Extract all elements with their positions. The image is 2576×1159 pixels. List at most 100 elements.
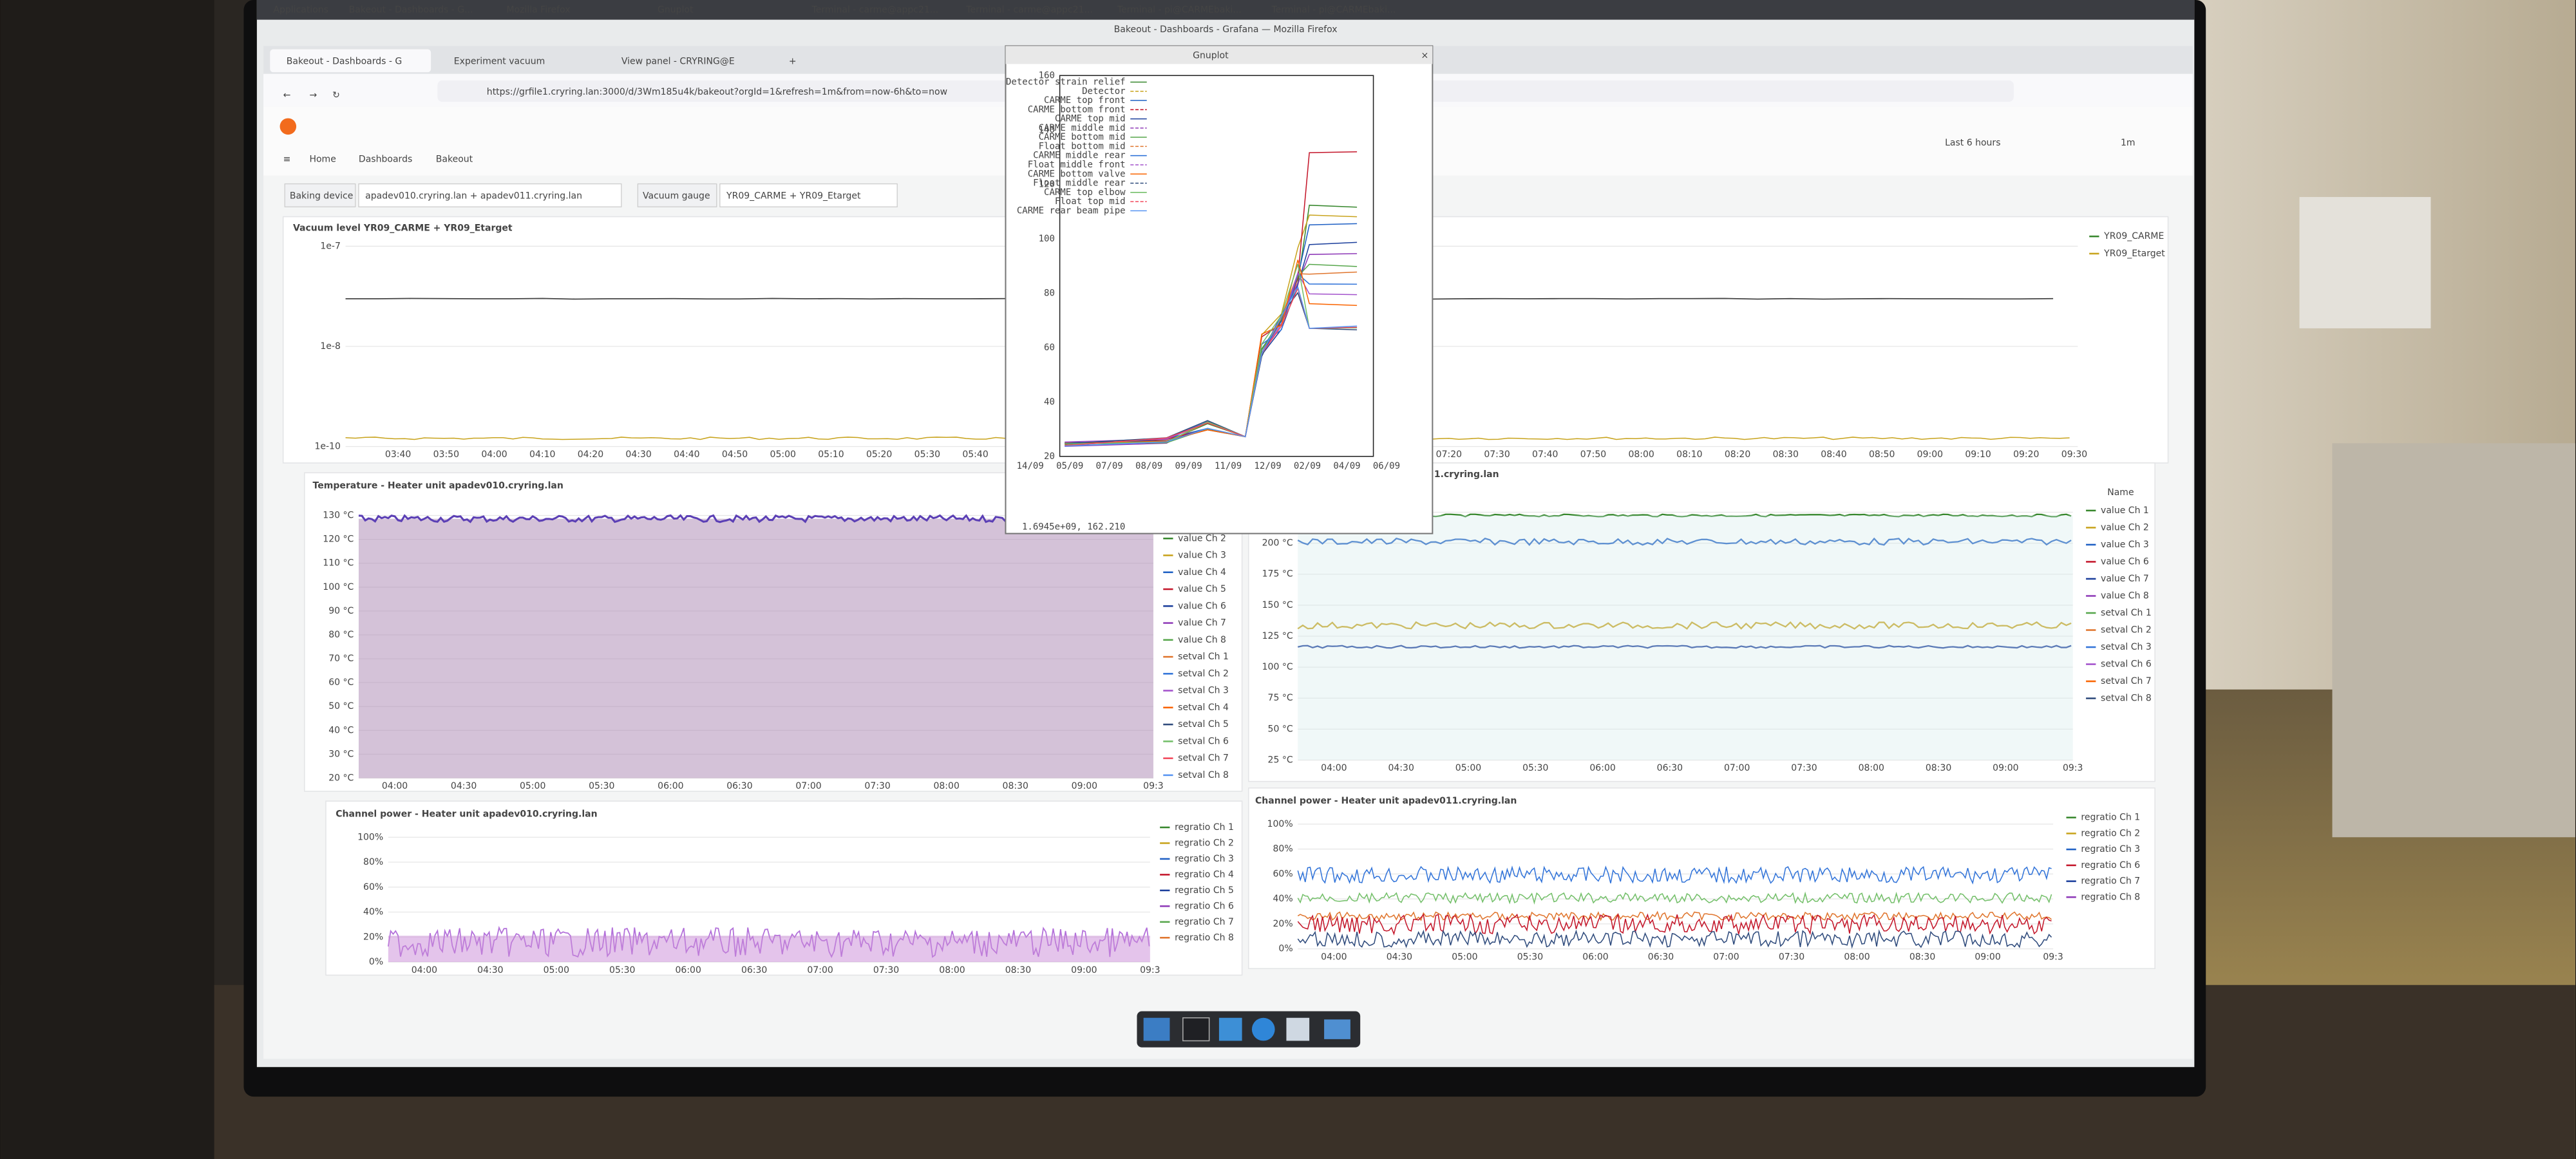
- legend-entry[interactable]: regratio Ch 2: [2081, 828, 2140, 838]
- legend-entry[interactable]: setval Ch 3: [1178, 686, 1229, 696]
- legend-entry[interactable]: value Ch 8: [1178, 635, 1226, 645]
- legend-entry[interactable]: setval Ch 2: [2101, 625, 2152, 636]
- area: [1298, 515, 2073, 760]
- refresh-interval[interactable]: 1m: [2121, 138, 2136, 148]
- x-tick-label: 05:00: [520, 781, 545, 791]
- taskbar-item[interactable]: Mozilla Firefox: [506, 5, 570, 15]
- y-tick-label: 20 °C: [328, 773, 354, 783]
- dock-icon[interactable]: [1251, 1017, 1275, 1041]
- legend-entry[interactable]: setval Ch 5: [1178, 719, 1229, 730]
- dock-icon[interactable]: [1324, 1019, 1350, 1039]
- x-tick-label: 08:00: [1859, 763, 1884, 773]
- legend-entry[interactable]: regratio Ch 6: [2081, 860, 2140, 871]
- legend-entry[interactable]: value Ch 6: [1178, 601, 1226, 611]
- legend-entry[interactable]: regratio Ch 8: [2081, 892, 2140, 902]
- dock-icon[interactable]: [1286, 1017, 1310, 1041]
- breadcrumb[interactable]: Home: [309, 154, 336, 164]
- x-tick-label: 11/09: [1215, 461, 1242, 471]
- legend-entry: CARME bottom mid: [1039, 132, 1126, 142]
- reload-button[interactable]: ↻: [332, 90, 340, 100]
- legend-entry[interactable]: setval Ch 7: [1178, 753, 1229, 764]
- legend-entry[interactable]: value Ch 3: [2101, 540, 2149, 550]
- x-tick-label: 08:30: [1926, 763, 1951, 773]
- panel-title[interactable]: Channel power - Heater unit apadev011.cr…: [1255, 796, 1517, 806]
- x-tick-label: 05:30: [914, 449, 940, 460]
- legend-entry[interactable]: setval Ch 7: [2101, 676, 2152, 686]
- legend-entry[interactable]: value Ch 4: [1178, 567, 1226, 578]
- taskbar-item[interactable]: Terminal - pi@CARMEbaki...: [1271, 5, 1396, 15]
- legend-entry[interactable]: setval Ch 1: [2101, 608, 2152, 618]
- legend-entry[interactable]: setval Ch 3: [2101, 642, 2152, 652]
- url: https://grfile1.cryring.lan:3000/d/3Wm18…: [487, 87, 947, 97]
- taskbar-item[interactable]: Terminal - pi@CARMEbaki...: [1117, 5, 1242, 15]
- legend-entry[interactable]: regratio Ch 8: [1175, 932, 1234, 943]
- legend-entry[interactable]: value Ch 3: [1178, 551, 1226, 561]
- y-tick-label: 60%: [1273, 869, 1293, 879]
- taskbar-item[interactable]: Terminal - carme@appc21...: [811, 5, 939, 15]
- x-tick-label: 09:3: [2063, 763, 2083, 773]
- legend-entry[interactable]: value Ch 7: [1178, 618, 1226, 628]
- legend-entry[interactable]: value Ch 2: [2101, 522, 2149, 532]
- tab[interactable]: [605, 49, 766, 73]
- legend-entry[interactable]: value Ch 5: [1178, 584, 1226, 594]
- tab[interactable]: [270, 49, 431, 73]
- close-button[interactable]: ×: [1421, 51, 1429, 61]
- legend-entry[interactable]: setval Ch 6: [1178, 736, 1229, 746]
- legend-entry[interactable]: setval Ch 4: [1178, 702, 1229, 713]
- legend-entry[interactable]: YR09_Etarget: [2103, 249, 2165, 259]
- legend-entry[interactable]: regratio Ch 3: [2081, 844, 2140, 854]
- y-tick-label: 120: [1039, 179, 1055, 189]
- variable-select[interactable]: [719, 183, 898, 207]
- panel-title[interactable]: Vacuum level YR09_CARME + YR09_Etarget: [293, 223, 513, 233]
- legend-entry[interactable]: setval Ch 6: [2101, 659, 2152, 670]
- taskbar-item[interactable]: Gnuplot: [658, 5, 694, 15]
- variable-label: Vacuum gauge: [643, 191, 710, 202]
- legend-entry[interactable]: value Ch 2: [1178, 533, 1226, 543]
- panel-title[interactable]: 1.cryring.lan: [1434, 469, 1499, 480]
- legend-entry[interactable]: regratio Ch 7: [2081, 876, 2140, 887]
- x-tick-label: 06:30: [741, 965, 767, 975]
- legend-entry[interactable]: setval Ch 1: [1178, 652, 1229, 662]
- legend-entry[interactable]: YR09_CARME: [2103, 231, 2164, 241]
- legend-entry[interactable]: value Ch 6: [2101, 556, 2149, 567]
- x-tick-label: 06:30: [1648, 952, 1674, 962]
- time-picker[interactable]: Last 6 hours: [1945, 138, 2000, 148]
- legend-entry[interactable]: regratio Ch 7: [1175, 917, 1234, 927]
- legend-entry[interactable]: value Ch 7: [2101, 574, 2149, 584]
- dock-icon[interactable]: [1143, 1017, 1170, 1041]
- forward-button[interactable]: →: [309, 90, 317, 100]
- legend-entry[interactable]: regratio Ch 3: [1175, 854, 1234, 864]
- breadcrumb[interactable]: Dashboards: [359, 154, 412, 164]
- grafana-logo[interactable]: [279, 118, 297, 135]
- legend-entry[interactable]: regratio Ch 2: [1175, 838, 1234, 848]
- legend-entry[interactable]: regratio Ch 1: [2081, 813, 2140, 823]
- menu-icon[interactable]: ≡: [283, 154, 291, 164]
- dock-icon[interactable]: [1182, 1017, 1210, 1042]
- legend-entry[interactable]: regratio Ch 4: [1175, 869, 1234, 880]
- tab[interactable]: [437, 49, 599, 73]
- dock-icon[interactable]: [1218, 1017, 1242, 1041]
- legend-entry[interactable]: setval Ch 8: [1178, 770, 1229, 780]
- x-tick-label: 07:00: [1713, 952, 1739, 962]
- legend-entry[interactable]: regratio Ch 5: [1175, 885, 1234, 896]
- x-tick-label: 04:30: [1387, 952, 1412, 962]
- variable-select[interactable]: [358, 183, 622, 207]
- taskbar-item[interactable]: Applications: [273, 5, 328, 15]
- panel-title[interactable]: Channel power - Heater unit apadev010.cr…: [336, 809, 597, 820]
- legend-entry[interactable]: setval Ch 2: [1178, 668, 1229, 679]
- new-tab[interactable]: +: [789, 57, 797, 67]
- x-tick-label: 07:00: [807, 965, 833, 975]
- legend-entry[interactable]: value Ch 1: [2101, 505, 2149, 516]
- taskbar-item[interactable]: Terminal - carme@appc21...: [965, 5, 1093, 15]
- x-tick-label: 07:30: [873, 965, 899, 975]
- taskbar-item[interactable]: Bakeout - Dashboards - G...: [349, 5, 473, 15]
- legend-entry[interactable]: value Ch 8: [2101, 590, 2149, 601]
- back-button[interactable]: ←: [283, 90, 291, 100]
- panel-title[interactable]: Temperature - Heater unit apadev010.cryr…: [313, 481, 564, 491]
- variable-value: apadev010.cryring.lan + apadev011.cryrin…: [365, 191, 582, 202]
- legend-entry[interactable]: regratio Ch 6: [1175, 901, 1234, 911]
- legend-entry[interactable]: regratio Ch 1: [1175, 822, 1234, 833]
- y-tick-label: 20: [1044, 451, 1055, 462]
- x-tick-label: 08:00: [1844, 952, 1870, 962]
- legend-entry[interactable]: setval Ch 8: [2101, 693, 2152, 704]
